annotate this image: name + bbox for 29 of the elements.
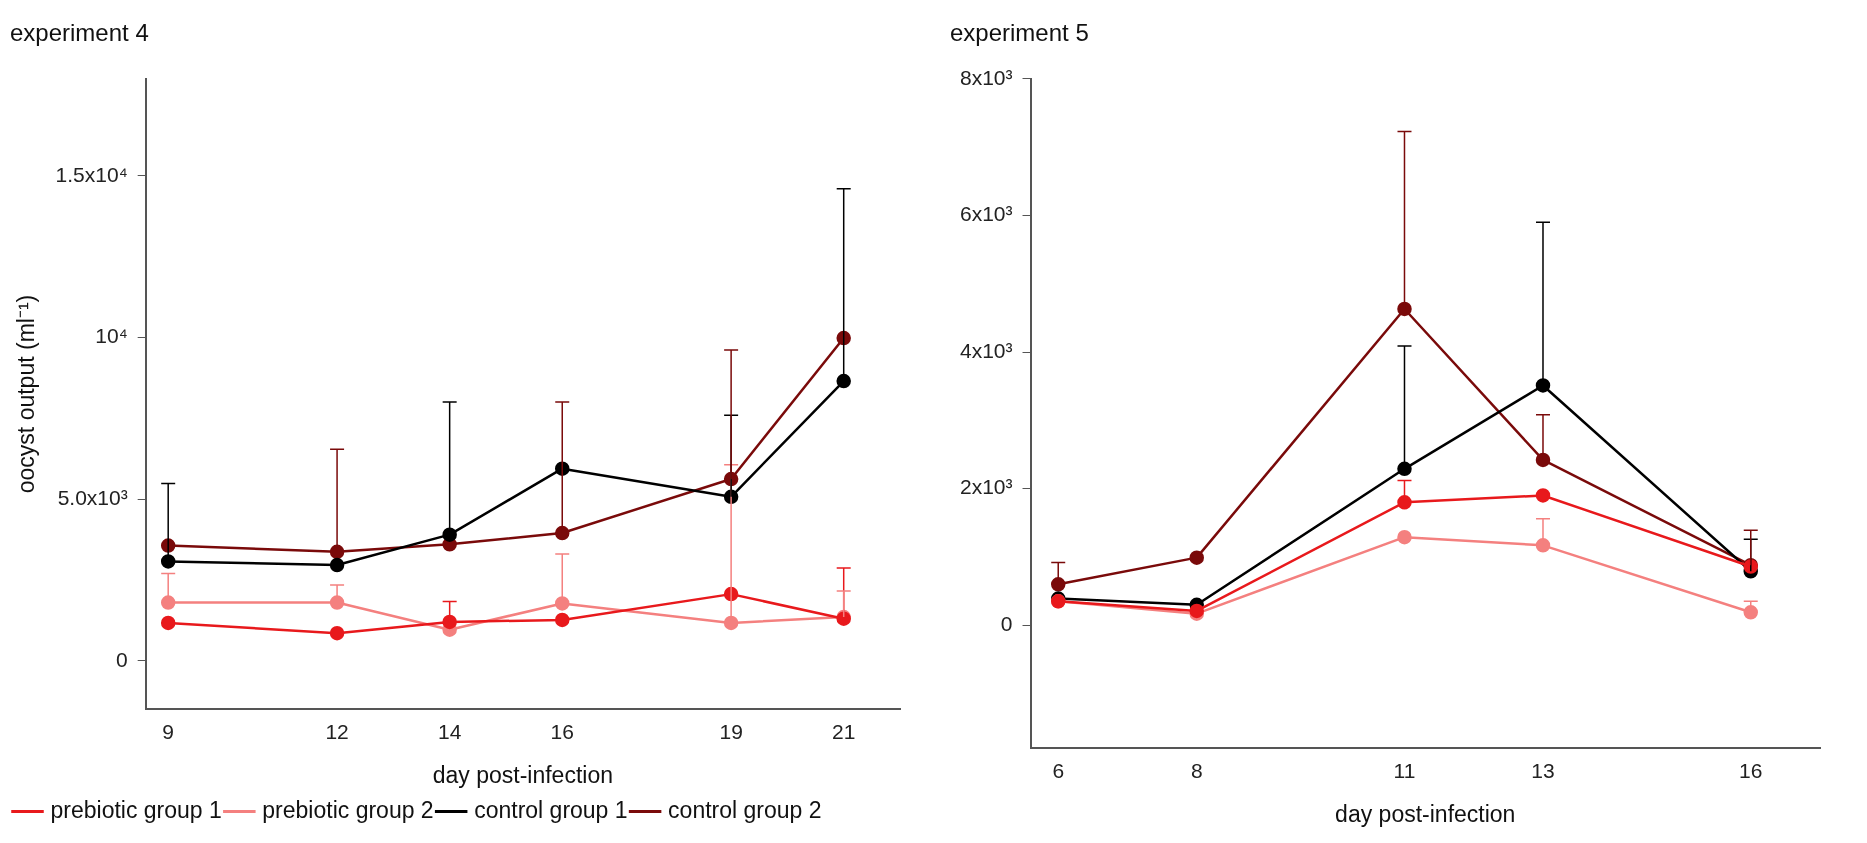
x-axis-title: day post-infection — [432, 761, 613, 788]
chart-title: experiment 4 — [10, 19, 149, 47]
x-tick-label: 9 — [162, 719, 175, 743]
x-tick-label: 16 — [1739, 758, 1763, 782]
y-tick-label: 4x10³ — [960, 338, 1013, 362]
y-tick-label: 5.0x10³ — [57, 485, 128, 509]
y-axis-title: oocyst output (ml⁻¹) — [13, 294, 40, 494]
y-tick-label: 0 — [115, 647, 128, 671]
x-tick-label: 21 — [832, 719, 856, 743]
x-axis-title: day post-infection — [1335, 800, 1516, 827]
x-tick-label: 11 — [1393, 758, 1416, 782]
x-tick-label: 6 — [1052, 758, 1065, 782]
x-tick-label: 14 — [437, 719, 462, 743]
y-tick-label: 6x10³ — [960, 202, 1013, 226]
y-tick-label: 2x10³ — [960, 475, 1013, 499]
x-tick-label: 8 — [1190, 758, 1203, 782]
x-tick-label: 16 — [550, 719, 574, 743]
y-tick-label: 0 — [1000, 612, 1013, 636]
legend-label: control group 1 — [474, 796, 628, 823]
chart-title: experiment 5 — [950, 19, 1089, 47]
y-tick-label: 1.5x10⁴ — [55, 162, 128, 186]
y-tick-label: 10⁴ — [95, 324, 128, 348]
y-tick-label: 8x10³ — [960, 65, 1013, 89]
x-tick-label: 19 — [719, 719, 743, 743]
x-tick-label: 13 — [1531, 758, 1555, 782]
legend-label: control group 2 — [668, 796, 822, 823]
legend-label: prebiotic group 1 — [50, 796, 222, 823]
legend-label: prebiotic group 2 — [262, 796, 434, 823]
x-tick-label: 12 — [325, 719, 349, 743]
